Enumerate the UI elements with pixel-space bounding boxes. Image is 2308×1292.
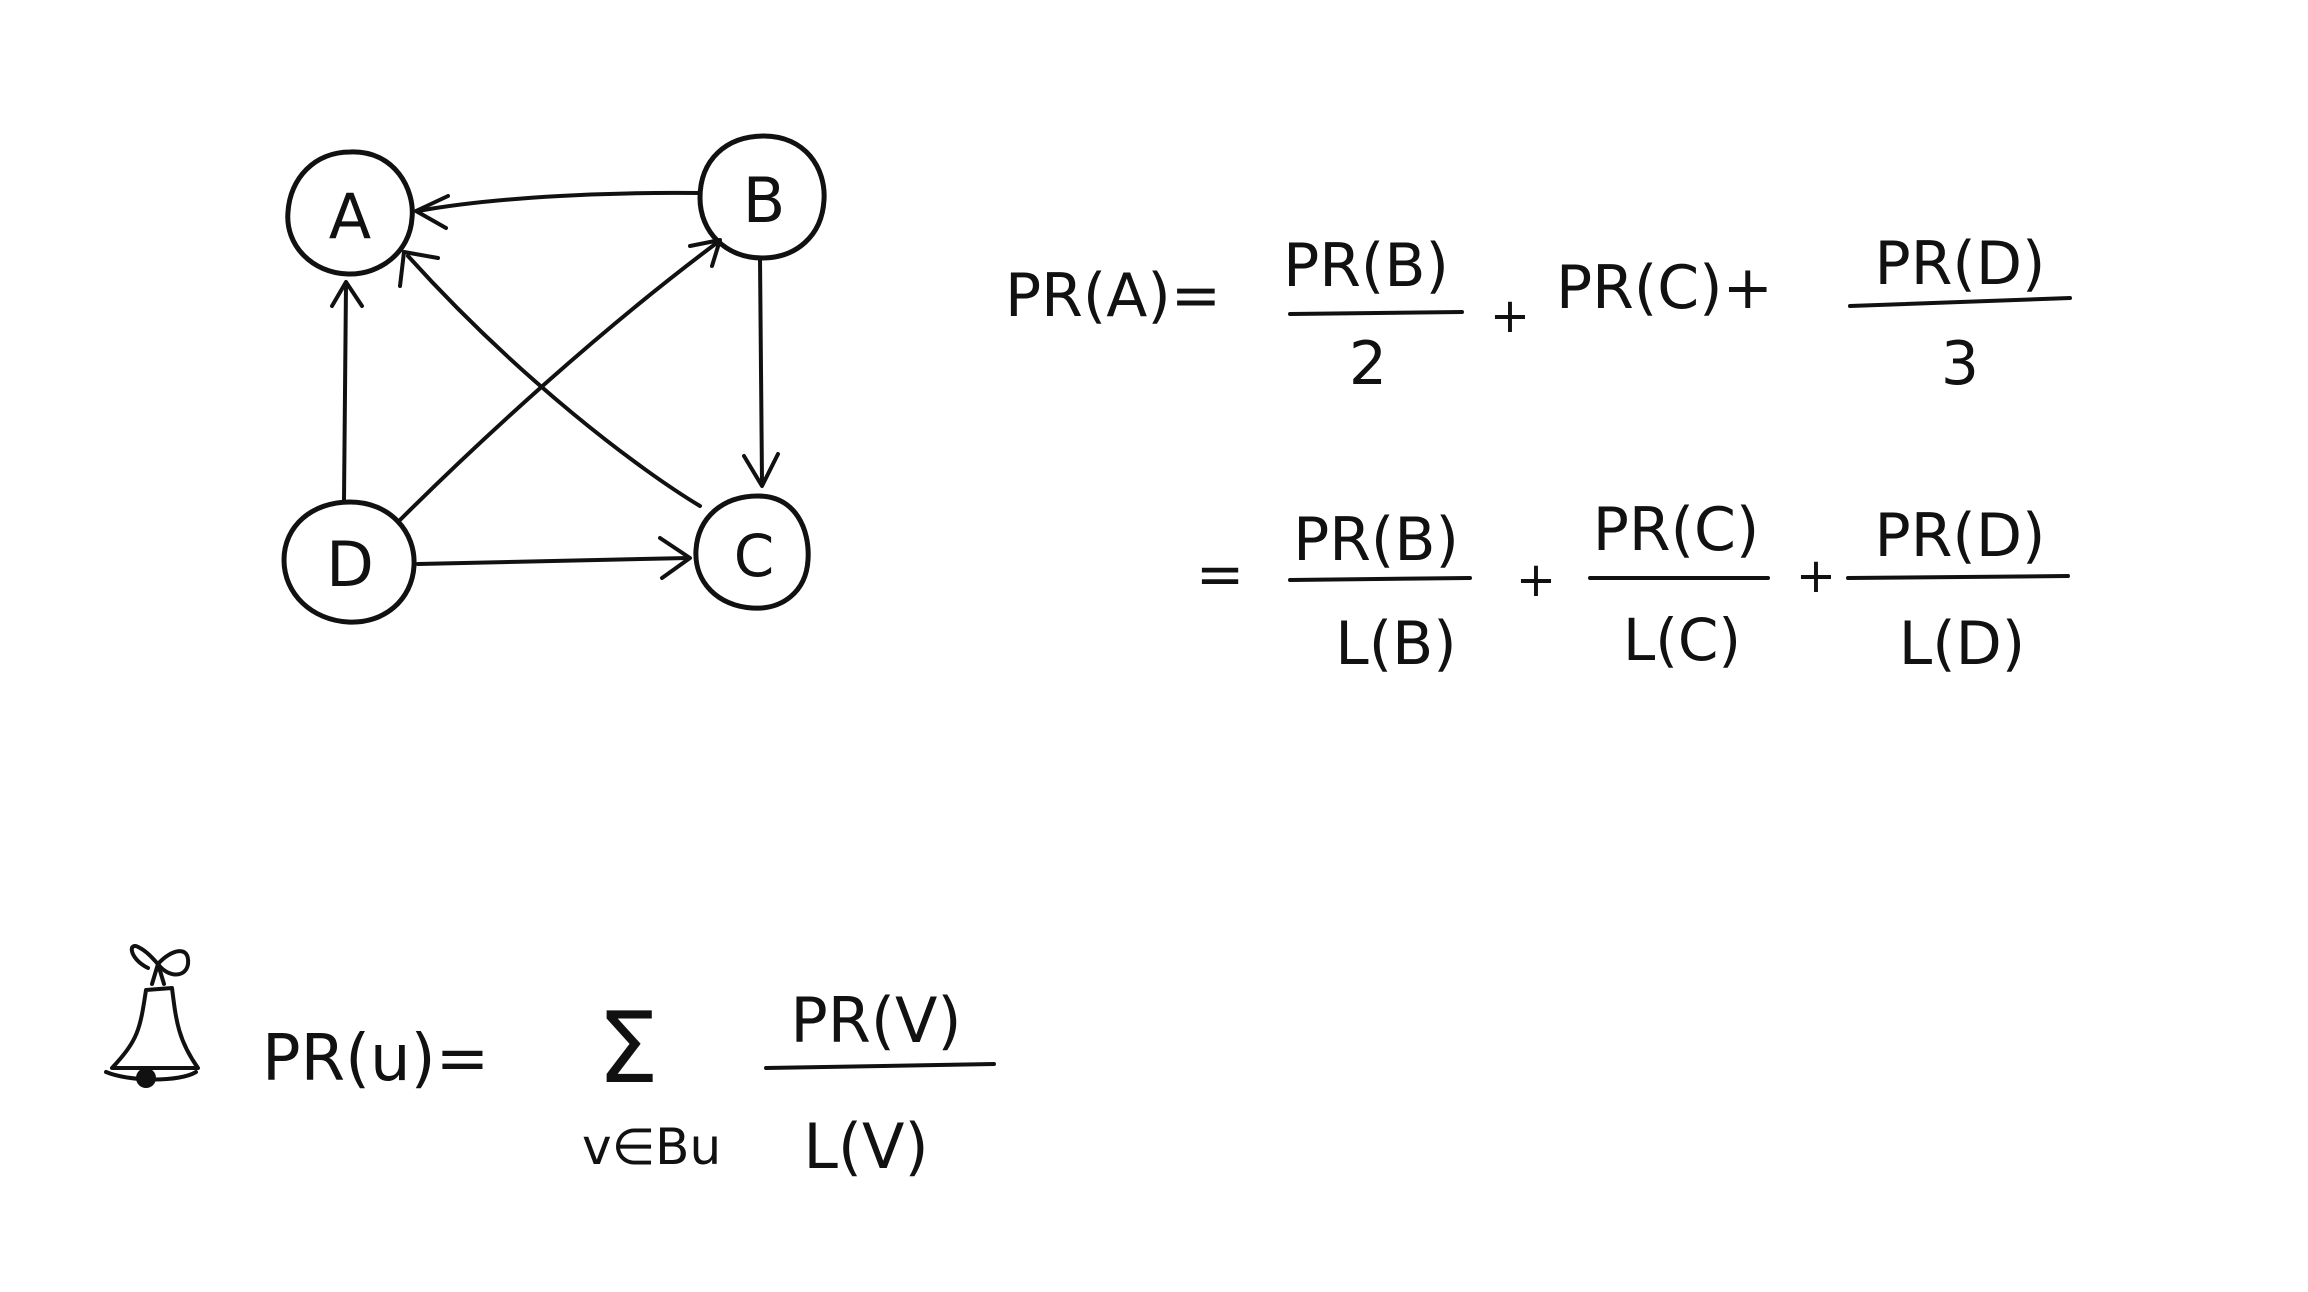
node-a-label: A: [329, 180, 371, 253]
eq2-plus-1: +: [1516, 552, 1556, 608]
node-c-label: C: [734, 522, 775, 590]
eq2-plus-2: +: [1796, 548, 1836, 604]
eq1-term1-denominator: 2: [1349, 329, 1387, 399]
bell-icon: [104, 944, 200, 1088]
equation-pr-a-simple: PR(A)= PR(B) 2 + PR(C)+ PR(D) 3: [1005, 229, 2072, 399]
node-b: B: [697, 133, 827, 261]
node-a: A: [285, 149, 415, 277]
eq1-term3-fraction-bar: [1848, 296, 2072, 308]
formula-numerator: PR(V): [790, 984, 961, 1057]
edge-d-to-c: [416, 536, 692, 580]
eq1-lhs: PR(A)=: [1005, 261, 1221, 331]
formula-denominator: L(V): [803, 1110, 928, 1183]
eq2-term3-fraction-bar: [1846, 574, 2070, 580]
eq1-term3-numerator: PR(D): [1875, 229, 2046, 299]
eq1-term1-numerator: PR(B): [1283, 231, 1449, 301]
eq2-term2-numerator: PR(C): [1593, 495, 1760, 565]
eq2-term1-fraction-bar: [1288, 576, 1472, 582]
eq2-term3-numerator: PR(D): [1875, 501, 2046, 571]
node-c: C: [693, 493, 811, 611]
bell-clapper: [136, 1068, 156, 1088]
formula-lhs: PR(u)=: [262, 1022, 489, 1096]
eq2-term1-numerator: PR(B): [1293, 505, 1459, 575]
eq1-term1-fraction-bar: [1288, 310, 1464, 316]
edge-b-to-a: [414, 190, 702, 230]
link-graph: A B C D: [281, 133, 827, 625]
node-d: D: [281, 499, 417, 625]
pagerank-formula: PR(u)= Σ v∈Bu PR(V) L(V): [104, 944, 996, 1183]
eq2-term3-denominator: L(D): [1899, 609, 2025, 679]
edge-c-to-a: [398, 250, 702, 508]
eq2-term2-denominator: L(C): [1623, 606, 1741, 674]
eq1-plus-1: +: [1490, 288, 1530, 344]
node-b-label: B: [743, 164, 786, 237]
formula-sum-subscript: v∈Bu: [582, 1118, 721, 1176]
eq2-equals: =: [1196, 540, 1245, 608]
edge-d-to-b: [396, 238, 722, 524]
edge-b-to-c: [742, 256, 780, 488]
edge-d-to-a: [330, 280, 364, 502]
eq1-term2: PR(C)+: [1556, 253, 1773, 323]
equation-pr-a-general: = PR(B) L(B) + PR(C) L(C) + PR(D) L(D): [1196, 495, 2070, 679]
node-d-label: D: [326, 528, 374, 601]
eq1-term3-denominator: 3: [1941, 329, 1979, 399]
eq2-term1-denominator: L(B): [1335, 609, 1456, 679]
formula-fraction-bar: [764, 1062, 996, 1070]
formula-sigma: Σ: [597, 992, 659, 1106]
